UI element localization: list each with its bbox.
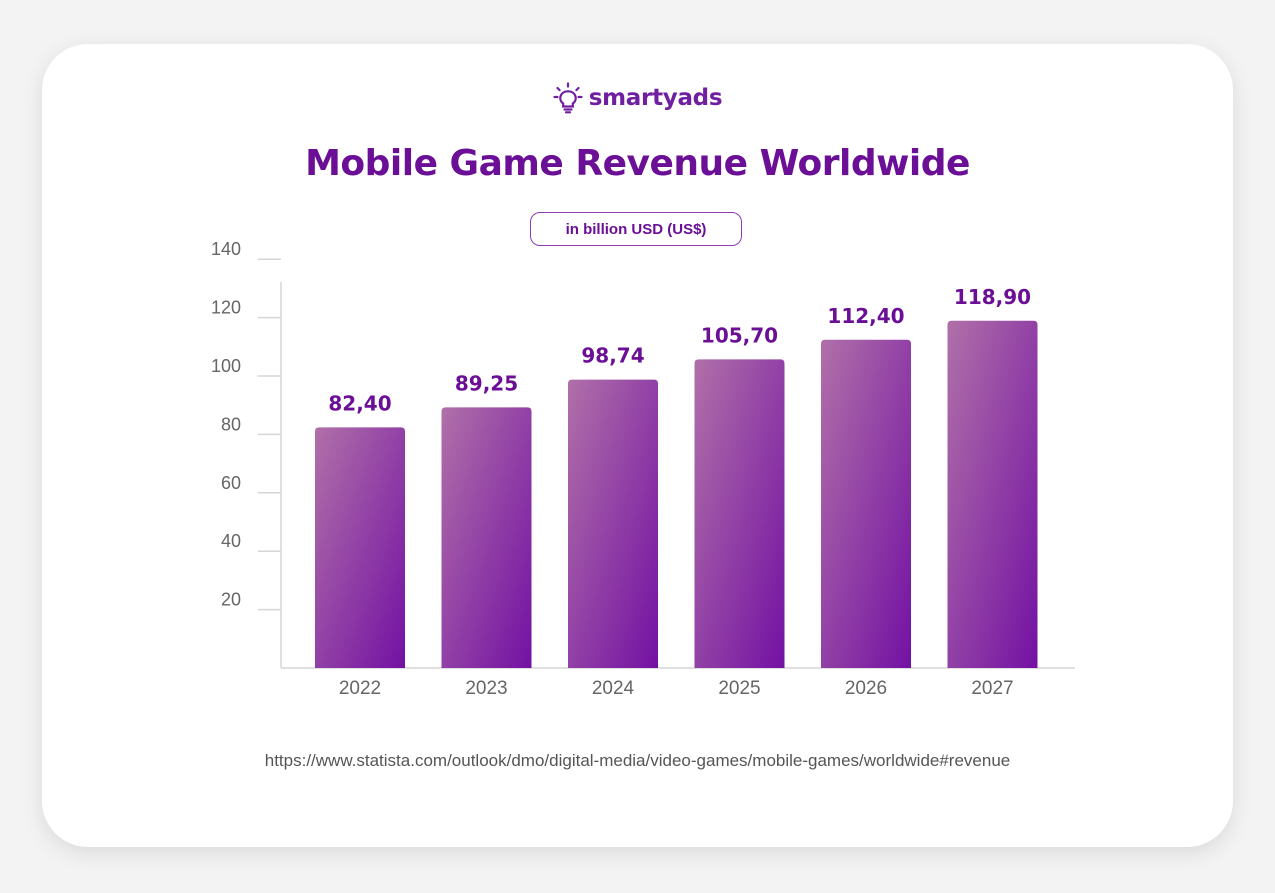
chart-title: Mobile Game Revenue Worldwide bbox=[305, 143, 970, 184]
value-label-2022: 82,40 bbox=[328, 391, 391, 415]
y-tick-label: 80 bbox=[221, 414, 241, 434]
y-axis-ticks: 20 40 60 80 100 120 140 bbox=[211, 239, 281, 611]
source-link[interactable]: https://www.statista.com/outlook/dmo/dig… bbox=[264, 751, 1011, 770]
y-tick-label: 20 bbox=[221, 590, 241, 610]
bar-2025 bbox=[694, 359, 785, 668]
x-tick-label-2027: 2027 bbox=[971, 678, 1013, 699]
x-tick-label-2026: 2026 bbox=[845, 678, 887, 699]
y-tick-label: 60 bbox=[221, 473, 241, 493]
bar-2026 bbox=[821, 339, 911, 668]
unit-badge: in billion USD (US$) bbox=[530, 212, 742, 246]
value-label-2023: 89,25 bbox=[455, 371, 518, 395]
bar-2022 bbox=[315, 427, 405, 668]
brand-logo: smartyads bbox=[0, 82, 1275, 114]
x-tick-label-2025: 2025 bbox=[718, 678, 760, 699]
value-label-2024: 98,74 bbox=[581, 344, 644, 368]
y-tick-label: 40 bbox=[221, 531, 241, 551]
x-tick-label-2023: 2023 bbox=[465, 678, 507, 699]
value-label-2027: 118,90 bbox=[954, 285, 1031, 309]
y-tick-label: 140 bbox=[211, 239, 241, 259]
bar-2023 bbox=[441, 407, 532, 668]
value-label-2026: 112,40 bbox=[827, 304, 904, 328]
x-axis-labels: 2022 2023 2024 2025 2026 2027 bbox=[339, 678, 1014, 699]
bar-2024 bbox=[568, 379, 658, 668]
bar-series bbox=[315, 320, 1038, 668]
x-tick-label-2024: 2024 bbox=[592, 678, 635, 699]
bar-2027 bbox=[947, 320, 1038, 668]
value-labels: 82,40 89,25 98,74 105,70 112,40 118,90 bbox=[328, 285, 1031, 416]
value-label-2025: 105,70 bbox=[701, 323, 778, 347]
lightbulb-icon bbox=[553, 82, 583, 114]
y-tick-label: 100 bbox=[211, 356, 241, 376]
x-tick-label-2022: 2022 bbox=[339, 678, 381, 699]
y-tick-label: 120 bbox=[211, 298, 241, 318]
brand-name: smartyads bbox=[588, 85, 723, 111]
